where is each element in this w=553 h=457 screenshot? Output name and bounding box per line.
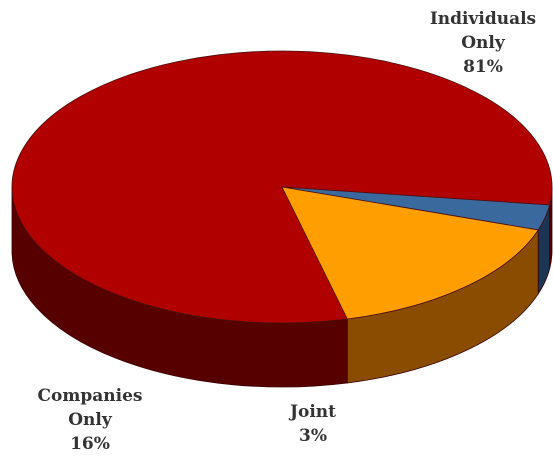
slice-companies (281, 186, 539, 320)
slice-label-joint-line-1: Joint (289, 402, 337, 422)
slice-label-individuals-line-2: Only (461, 33, 505, 53)
slice-label-companies-line-2: Only (68, 410, 112, 430)
slice-label-companies: Companies Only 16% (20, 384, 160, 456)
slice-label-individuals: Individuals Only 81% (428, 7, 538, 79)
slice-label-companies-line-1: Companies (37, 386, 143, 406)
slice-label-joint: Joint 3% (281, 400, 345, 448)
slice-value-joint: 3% (299, 426, 327, 446)
slice-value-individuals: 81% (463, 57, 503, 77)
slice-value-companies: 16% (70, 434, 110, 454)
slice-label-individuals-line-1: Individuals (429, 9, 537, 29)
